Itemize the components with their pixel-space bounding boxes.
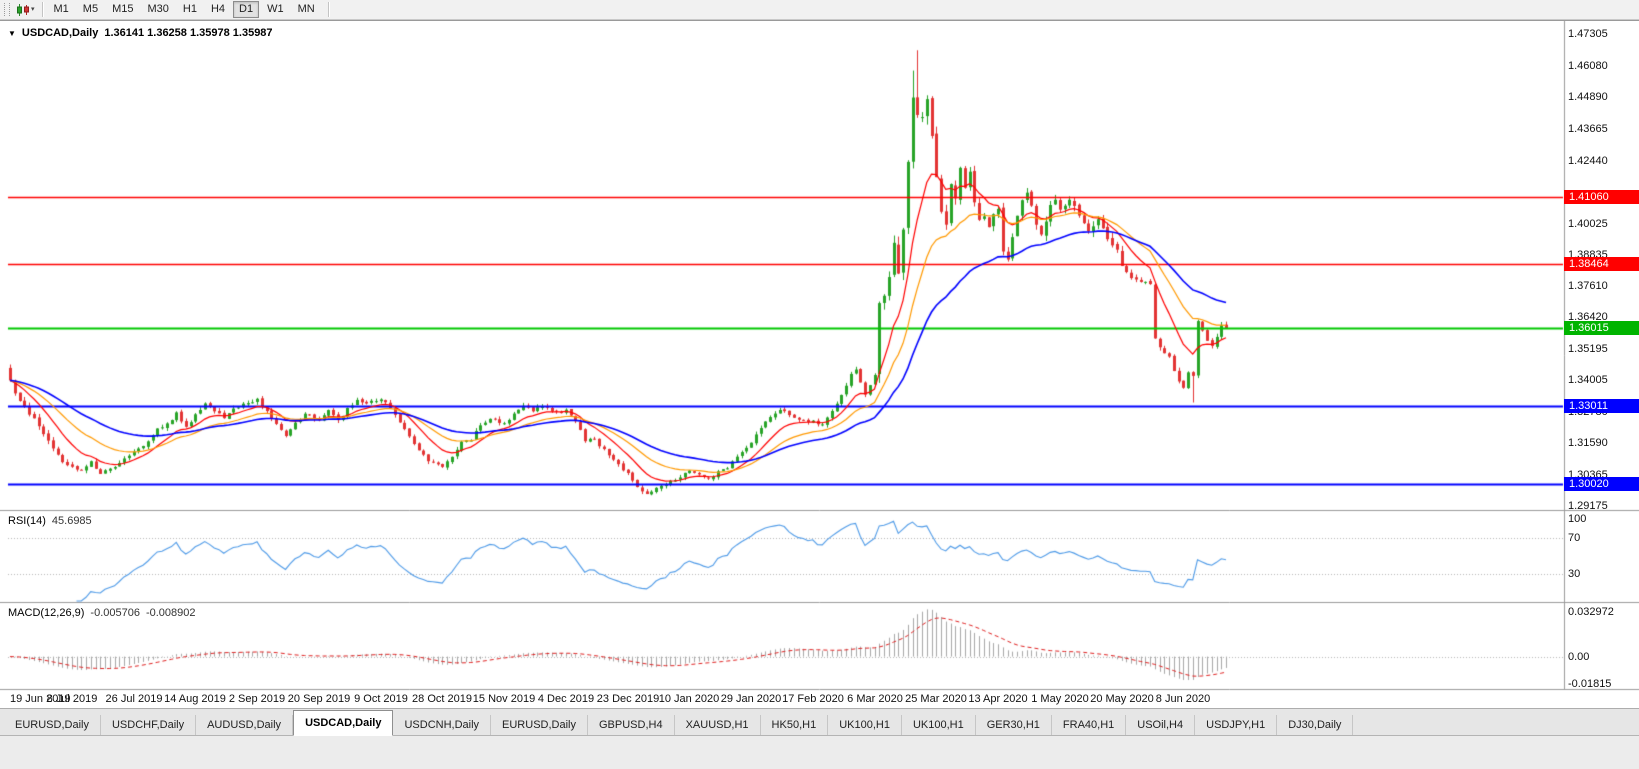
chart-tab-gbpusd-h4[interactable]: GBPUSD,H4 [588,715,675,735]
chart-tab-bar: EURUSD,Daily USDCHF,Daily AUDUSD,Daily USDC… [0,708,1639,769]
price-chart-canvas[interactable] [0,21,1639,709]
date-scale-label: 1 May 2020 [1031,693,1089,705]
timeframe-button-m30[interactable]: M30 [147,3,169,15]
macd-signal-value: -0.008902 [145,607,196,619]
date-scale-label: 19 Jun 2019 [10,693,71,705]
date-scale-label: 23 Dec 2019 [596,693,660,705]
date-scale-label: 29 Jan 2020 [720,693,782,705]
date-scale-label: 8 Jul 2019 [46,693,98,705]
chart-tab-usdcnh-daily[interactable]: USDCNH,Daily [393,715,492,735]
rsi-indicator-label: RSI(14) 45.6985 [8,515,92,527]
date-scale-label: 20 Sep 2019 [287,693,351,705]
chart-window: ▼ USDCAD,Daily 1.36141 1.36258 1.35978 1… [0,20,1639,709]
rsi-scale-tick: 70 [1568,532,1581,544]
date-scale-label: 2 Sep 2019 [228,693,286,705]
chart-tab-hk50-h1[interactable]: HK50,H1 [760,715,829,735]
price-scale-tick: 1.47305 [1568,28,1608,40]
chart-tab-usdjpy-h1[interactable]: USDJPY,H1 [1195,715,1278,735]
date-scale-label: 9 Oct 2019 [354,693,408,705]
timeframe-button-h1[interactable]: H1 [182,3,197,15]
price-scale-tick: 1.43665 [1568,123,1608,135]
timeframe-button-h4[interactable]: H4 [210,3,226,15]
date-scale-label: 20 May 2020 [1090,693,1154,705]
date-scale-label: 15 Nov 2019 [472,693,536,705]
chart-tab-dj30-daily[interactable]: DJ30,Daily [1277,715,1354,735]
price-scale-tick: 1.42440 [1568,155,1608,167]
price-axis[interactable]: 1.47305 1.46080 1.44890 1.43665 1.42440 1.400… [1564,21,1639,690]
chart-tab-audusd-daily[interactable]: AUDUSD,Daily [196,715,294,735]
timeframe-button-mn[interactable]: MN [297,3,315,15]
price-scale-tick: 1.31590 [1568,437,1608,449]
one-click-expand-icon[interactable]: ▼ [8,28,16,38]
price-scale-tick: 1.36420 [1568,311,1608,323]
chart-tab-ger30-h1[interactable]: GER30,H1 [975,715,1052,735]
timeframe-button-m5[interactable]: M5 [82,3,99,15]
chart-tab-fra40-h1[interactable]: FRA40,H1 [1051,715,1127,735]
date-scale-label: 8 Jun 2020 [1155,693,1211,705]
chart-tab-eurusd-daily[interactable]: EURUSD,Daily [4,715,101,735]
date-scale-label: 4 Dec 2019 [537,693,595,705]
macd-main-value: -0.005706 [90,607,140,619]
rsi-scale-tick: 30 [1568,568,1581,580]
date-scale-label: 10 Jan 2020 [658,693,720,705]
date-axis[interactable]: 19 Jun 2019 8 Jul 2019 26 Jul 2019 14 Aug 2… [0,690,1564,709]
macd-indicator-label: MACD(12,26,9) -0.005706 -0.008902 [8,607,196,619]
price-scale-tick: 1.46080 [1568,60,1608,72]
macd-scale-tick: 0.00 [1568,651,1590,663]
chart-type-button[interactable]: ▾ [14,2,37,18]
price-line-tag: 1.38464 [1564,257,1639,271]
toolbar-grip[interactable] [4,3,10,16]
date-scale-label: 25 Mar 2020 [905,693,967,705]
date-scale-label: 6 Mar 2020 [847,693,903,705]
price-scale-tick: 1.29175 [1568,500,1608,512]
rsi-name: RSI(14) [8,515,46,527]
chart-tab-xauusd-h1[interactable]: XAUUSD,H1 [674,715,761,735]
date-scale-label: 17 Feb 2020 [782,693,844,705]
chart-symbol-label: USDCAD,Daily [21,27,99,39]
rsi-scale-tick: 100 [1568,513,1587,525]
price-scale-tick: 1.44890 [1568,91,1608,103]
price-line-tag: 1.30020 [1564,477,1639,491]
chart-title: ▼ USDCAD,Daily 1.36141 1.36258 1.35978 1… [8,27,273,39]
timeframe-buttons: M1 M5 M15 M30 H1 H4 D1 W1 MN [48,1,323,18]
dropdown-caret-icon: ▾ [31,6,35,13]
chart-tab-usdcad-daily[interactable]: USDCAD,Daily [293,710,394,736]
price-scale-tick: 1.40025 [1568,218,1608,230]
toolbar-separator [327,2,329,17]
toolbar-separator [41,2,43,17]
macd-scale-tick: 0.032972 [1568,606,1614,618]
date-scale-label: 26 Jul 2019 [105,693,163,705]
chart-tab-usoil-h4[interactable]: USOil,H4 [1126,715,1196,735]
rsi-value: 45.6985 [51,515,92,527]
date-scale-label: 13 Apr 2020 [968,693,1028,705]
chart-tab-uk100-h1[interactable]: UK100,H1 [828,715,902,735]
timeframe-button-m1[interactable]: M1 [53,3,69,15]
candlestick-chart-icon [17,3,29,16]
price-scale-tick: 1.34005 [1568,374,1608,386]
date-scale-label: 28 Oct 2019 [412,693,472,705]
timeframe-button-m15[interactable]: M15 [112,3,134,15]
price-line-tag: 1.41060 [1564,190,1639,204]
date-scale-label: 14 Aug 2019 [164,693,226,705]
chart-tab-usdchf-daily[interactable]: USDCHF,Daily [100,715,197,735]
macd-scale-tick: -0.01815 [1568,678,1612,690]
periodicity-toolbar: ▾ M1 M5 M15 M30 H1 H4 D1 W1 MN [0,0,1639,20]
chart-tabs: EURUSD,Daily USDCHF,Daily AUDUSD,Daily USDC… [0,709,1639,736]
chart-tab-uk100-h1[interactable]: UK100,H1 [901,715,976,735]
price-line-tag: 1.33011 [1564,399,1639,413]
chart-tab-eurusd-daily[interactable]: EURUSD,Daily [491,715,588,735]
chart-ohlc-values: 1.36141 1.36258 1.35978 1.35987 [104,27,273,39]
price-scale-tick: 1.37610 [1568,280,1608,292]
price-scale-tick: 1.35195 [1568,343,1608,355]
price-line-tag: 1.36015 [1564,321,1639,335]
macd-name: MACD(12,26,9) [8,607,85,619]
timeframe-button-d1[interactable]: D1 [233,1,260,18]
timeframe-button-w1[interactable]: W1 [267,3,284,15]
